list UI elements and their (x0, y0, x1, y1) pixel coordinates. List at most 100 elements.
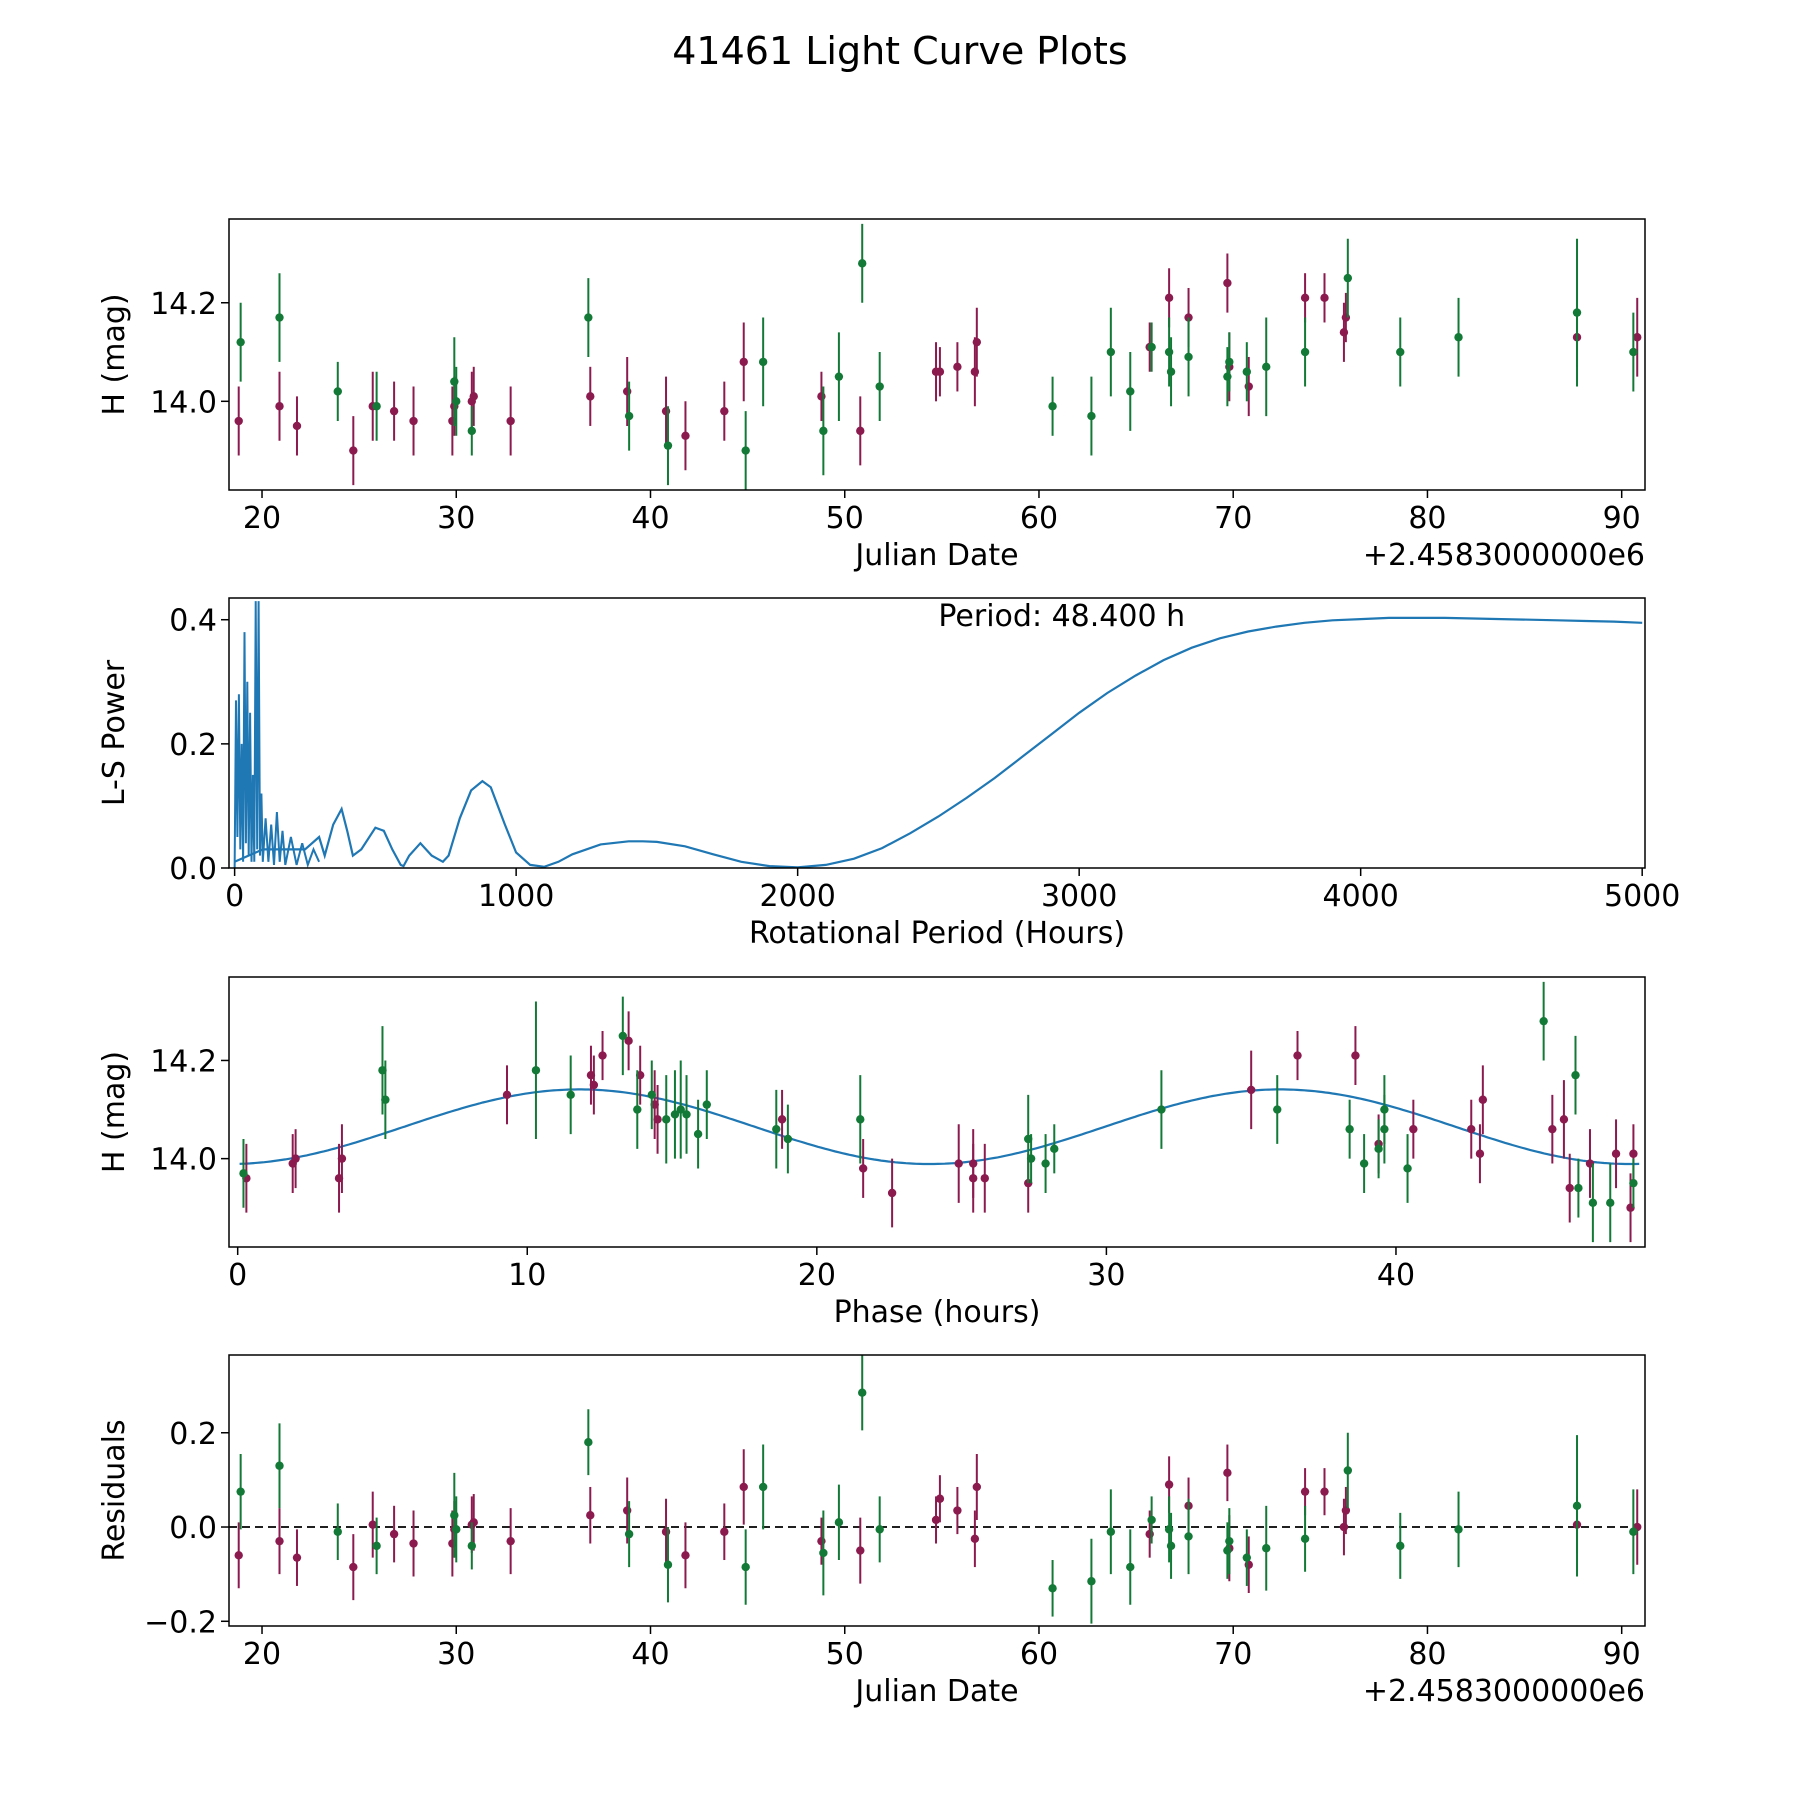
green-data-point (693, 1129, 703, 1139)
green-data-point (875, 1525, 884, 1534)
axes-frame (228, 1354, 1646, 1627)
green-data-point (1048, 402, 1057, 411)
periodogram-curve (234, 616, 1643, 868)
green-data-point (1454, 333, 1463, 342)
green-data-point (467, 1541, 476, 1551)
green-data-point (819, 1548, 828, 1558)
green-data-point (1572, 1501, 1582, 1511)
red-data-point (291, 1154, 300, 1163)
x-tick-label: 40 (631, 501, 669, 536)
green-data-point (1374, 1144, 1383, 1154)
red-data-point (954, 1159, 963, 1168)
green-data-point (1345, 1124, 1354, 1134)
y-tick-label: 0.0 (169, 852, 217, 887)
red-data-point (681, 431, 690, 440)
green-data-point (858, 259, 867, 268)
x-tick-label: 80 (1408, 501, 1446, 536)
green-data-point (1396, 1541, 1405, 1551)
green-data-point (758, 357, 768, 367)
green-data-point (1606, 1198, 1615, 1208)
x-tick-label: 60 (1020, 1637, 1058, 1672)
red-data-point (1223, 278, 1232, 288)
plot-area (233, 601, 1643, 868)
red-data-point (624, 1036, 633, 1046)
x-tick-label: 30 (437, 1637, 475, 1672)
red-data-point (970, 1534, 980, 1544)
x-tick-label: 5000 (1604, 879, 1680, 914)
red-data-point (1565, 1183, 1574, 1193)
green-data-point (1225, 1536, 1234, 1546)
x-tick-label: 3000 (1041, 879, 1117, 914)
green-data-point (1343, 273, 1353, 283)
green-data-point (1572, 308, 1582, 317)
red-data-point (653, 1115, 662, 1124)
y-tick-label: 0.4 (169, 604, 217, 639)
green-data-point (1262, 362, 1271, 372)
red-data-point (856, 426, 865, 436)
green-data-point (758, 1482, 768, 1492)
red-data-point (953, 1506, 962, 1515)
x-offset-text: +2.4583000000e6 (1363, 1674, 1645, 1709)
x-axis-label: Julian Date (853, 1674, 1018, 1709)
x-tick-label: 20 (243, 501, 281, 536)
green-data-point (834, 372, 844, 381)
red-data-point (739, 1482, 748, 1492)
red-data-point (935, 367, 945, 376)
y-axis-label: H (mag) (97, 1051, 132, 1173)
red-data-point (681, 1551, 690, 1560)
red-data-point (1351, 1051, 1360, 1060)
red-data-point (1320, 1487, 1329, 1496)
green-data-point (1126, 387, 1135, 396)
green-data-point (239, 1169, 248, 1178)
green-data-point (1359, 1159, 1369, 1168)
green-data-point (584, 313, 593, 322)
red-data-point (368, 1520, 377, 1529)
green-data-point (1050, 1144, 1059, 1154)
red-data-point (980, 1174, 989, 1183)
green-data-point (1087, 411, 1096, 421)
green-data-point (670, 1110, 680, 1119)
red-data-point (409, 1539, 418, 1548)
red-data-point (1341, 1506, 1351, 1515)
green-data-point (1157, 1105, 1166, 1114)
plot-area (234, 223, 1642, 490)
green-data-point (1166, 1541, 1176, 1551)
green-data-point (467, 426, 476, 436)
green-data-point (1571, 1070, 1580, 1080)
x-tick-label: 40 (631, 1637, 669, 1672)
red-data-point (1611, 1149, 1621, 1158)
green-data-point (333, 1527, 342, 1536)
y-tick-label: 0.2 (169, 728, 217, 763)
x-tick-label: 50 (826, 1637, 864, 1672)
x-tick-label: 50 (826, 501, 864, 536)
green-data-point (452, 397, 461, 406)
y-tick-label: 14.0 (150, 385, 217, 420)
green-data-point (682, 1110, 691, 1119)
model-fit-curve (239, 1088, 1640, 1166)
green-data-point (566, 1090, 575, 1100)
red-data-point (389, 406, 399, 416)
green-data-point (741, 1562, 750, 1572)
red-data-point (586, 392, 595, 401)
figure-title: 41461 Light Curve Plots (672, 29, 1127, 73)
green-data-point (663, 441, 673, 450)
red-data-point (586, 1511, 595, 1520)
y-tick-label: 14.0 (150, 1143, 217, 1178)
x-tick-label: 4000 (1322, 879, 1398, 914)
red-data-point (1409, 1124, 1418, 1134)
red-data-point (275, 1536, 284, 1546)
plot-area (239, 981, 1640, 1243)
red-data-point (887, 1188, 897, 1198)
red-data-point (739, 357, 748, 367)
green-data-point (1147, 1515, 1156, 1525)
red-data-point (1300, 1487, 1310, 1496)
red-data-point (506, 416, 515, 426)
green-data-point (1087, 1577, 1096, 1586)
green-data-point (1574, 1183, 1583, 1193)
green-data-point (1147, 342, 1156, 352)
y-tick-label: 0.0 (169, 1511, 217, 1546)
y-axis-label: L-S Power (97, 659, 132, 806)
phased-curve-panel: 0 10 20 30 40 14.0 14.2 Phase (hours) H (mag) (97, 976, 1646, 1330)
green-data-point (875, 382, 884, 391)
green-data-point (333, 387, 342, 396)
